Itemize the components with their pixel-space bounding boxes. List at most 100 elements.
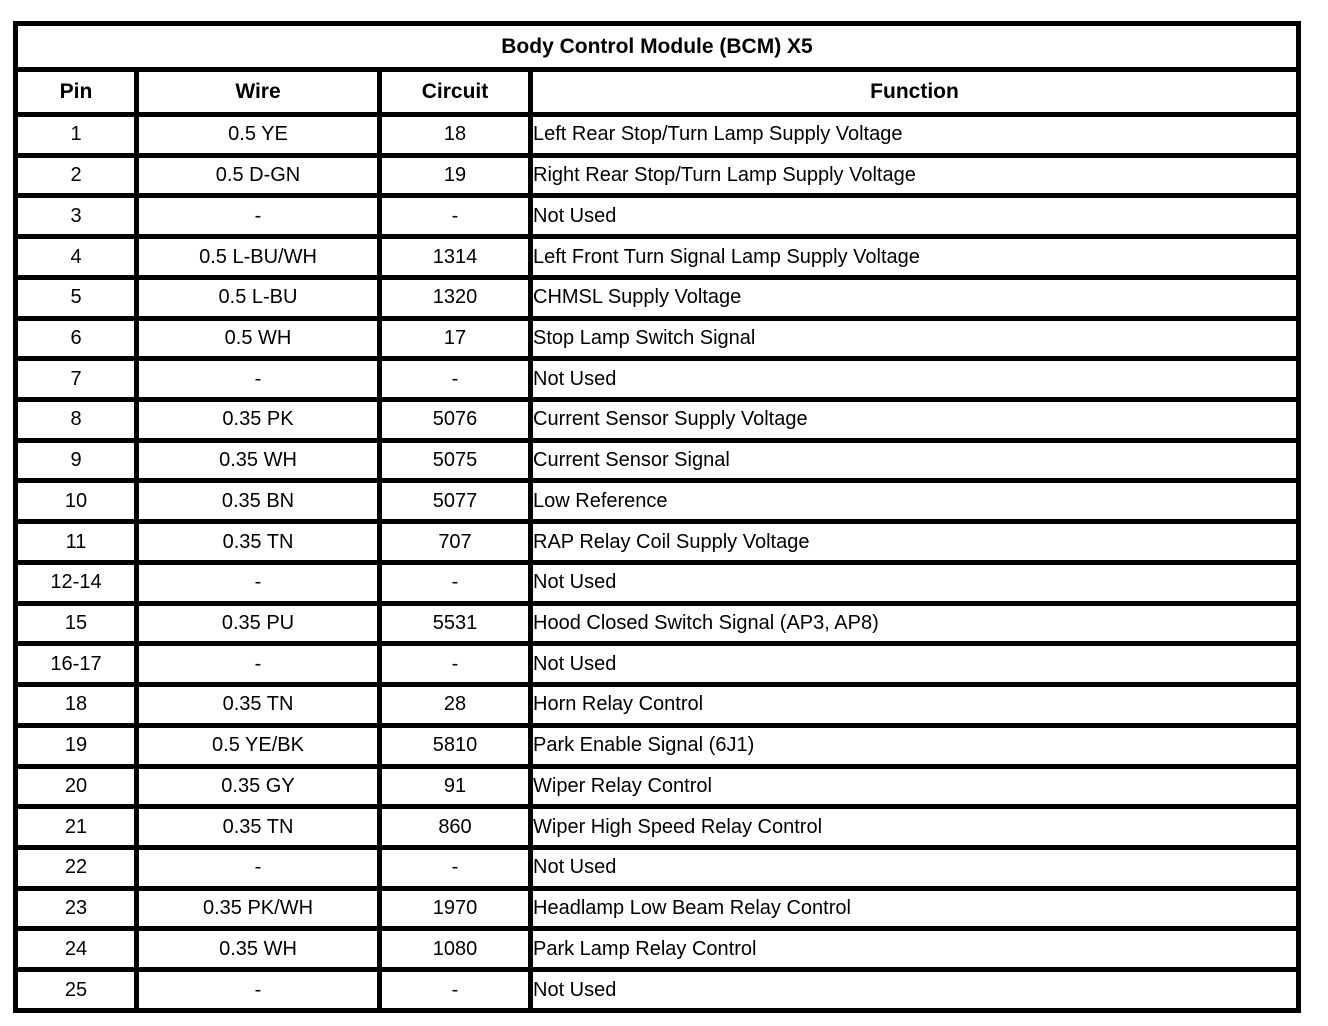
function-cell: Park Enable Signal (6J1) — [528, 722, 1301, 769]
bcm-pinout-table: Body Control Module (BCM) X5 Pin Wire Ci… — [13, 21, 1301, 1013]
circuit-cell: 707 — [377, 519, 533, 565]
table-title: Body Control Module (BCM) X5 — [13, 21, 1301, 72]
column-header-function: Function — [528, 67, 1301, 117]
circuit-cell: 1080 — [377, 926, 533, 973]
table-row: 21 0.35 TN 860 Wiper High Speed Relay Co… — [13, 804, 1301, 850]
circuit-cell: 5531 — [377, 600, 533, 647]
circuit-cell: 28 — [377, 682, 533, 728]
table-row: 10 0.35 BN 5077 Low Reference — [13, 478, 1301, 525]
circuit-cell: 1320 — [377, 274, 533, 321]
table-row: 25 - - Not Used — [13, 967, 1301, 1013]
table-row: 9 0.35 WH 5075 Current Sensor Signal — [13, 437, 1301, 484]
wire-cell: - — [134, 356, 382, 403]
wire-cell: 0.35 TN — [134, 804, 382, 850]
table-row: 8 0.35 PK 5076 Current Sensor Supply Vol… — [13, 397, 1301, 443]
function-cell: Not Used — [528, 559, 1301, 606]
table-body: 1 0.5 YE 18 Left Rear Stop/Turn Lamp Sup… — [13, 112, 1301, 1013]
table-row: 6 0.5 WH 17 Stop Lamp Switch Signal — [13, 315, 1301, 362]
function-cell: Low Reference — [528, 478, 1301, 525]
circuit-cell: - — [377, 641, 533, 688]
wire-cell: 0.5 WH — [134, 315, 382, 362]
table-row: 7 - - Not Used — [13, 356, 1301, 403]
circuit-cell: - — [377, 559, 533, 606]
table-row: 19 0.5 YE/BK 5810 Park Enable Signal (6J… — [13, 722, 1301, 769]
pin-cell: 23 — [13, 885, 139, 932]
circuit-cell: 19 — [377, 152, 533, 199]
pin-cell: 21 — [13, 804, 139, 850]
function-cell: Not Used — [528, 356, 1301, 403]
function-cell: Park Lamp Relay Control — [528, 926, 1301, 973]
table-row: 18 0.35 TN 28 Horn Relay Control — [13, 682, 1301, 728]
pin-cell: 19 — [13, 722, 139, 769]
table-row: 12-14 - - Not Used — [13, 559, 1301, 606]
circuit-cell: 5810 — [377, 722, 533, 769]
pin-cell: 22 — [13, 844, 139, 891]
circuit-cell: - — [377, 967, 533, 1013]
function-cell: Current Sensor Supply Voltage — [528, 397, 1301, 443]
column-header-pin: Pin — [13, 67, 139, 117]
pin-cell: 9 — [13, 437, 139, 484]
wire-cell: 0.35 WH — [134, 437, 382, 484]
wire-cell: 0.35 TN — [134, 682, 382, 728]
pin-cell: 10 — [13, 478, 139, 525]
circuit-cell: - — [377, 356, 533, 403]
wire-cell: - — [134, 844, 382, 891]
function-cell: RAP Relay Coil Supply Voltage — [528, 519, 1301, 565]
table-row: 2 0.5 D-GN 19 Right Rear Stop/Turn Lamp … — [13, 152, 1301, 199]
function-cell: Wiper Relay Control — [528, 763, 1301, 810]
function-cell: Headlamp Low Beam Relay Control — [528, 885, 1301, 932]
pin-cell: 20 — [13, 763, 139, 810]
function-cell: Hood Closed Switch Signal (AP3, AP8) — [528, 600, 1301, 647]
function-cell: Current Sensor Signal — [528, 437, 1301, 484]
function-cell: Left Rear Stop/Turn Lamp Supply Voltage — [528, 112, 1301, 158]
table-row: 11 0.35 TN 707 RAP Relay Coil Supply Vol… — [13, 519, 1301, 565]
function-cell: Horn Relay Control — [528, 682, 1301, 728]
pin-cell: 11 — [13, 519, 139, 565]
table-row: 4 0.5 L-BU/WH 1314 Left Front Turn Signa… — [13, 234, 1301, 280]
circuit-cell: 5077 — [377, 478, 533, 525]
table-row: 1 0.5 YE 18 Left Rear Stop/Turn Lamp Sup… — [13, 112, 1301, 158]
wire-cell: 0.35 GY — [134, 763, 382, 810]
wire-cell: 0.35 PK/WH — [134, 885, 382, 932]
pin-cell: 18 — [13, 682, 139, 728]
bcm-pinout-table-container: Body Control Module (BCM) X5 Pin Wire Ci… — [13, 21, 1301, 1013]
pin-cell: 8 — [13, 397, 139, 443]
circuit-cell: - — [377, 193, 533, 240]
pin-cell: 25 — [13, 967, 139, 1013]
circuit-cell: - — [377, 844, 533, 891]
function-cell: CHMSL Supply Voltage — [528, 274, 1301, 321]
column-header-circuit: Circuit — [377, 67, 533, 117]
pin-cell: 6 — [13, 315, 139, 362]
wire-cell: - — [134, 967, 382, 1013]
function-cell: Not Used — [528, 967, 1301, 1013]
table-row: 20 0.35 GY 91 Wiper Relay Control — [13, 763, 1301, 810]
wire-cell: 0.35 BN — [134, 478, 382, 525]
header-row: Pin Wire Circuit Function — [13, 67, 1301, 117]
pin-cell: 4 — [13, 234, 139, 280]
pin-cell: 3 — [13, 193, 139, 240]
table-row: 16-17 - - Not Used — [13, 641, 1301, 688]
pin-cell: 15 — [13, 600, 139, 647]
table-row: 22 - - Not Used — [13, 844, 1301, 891]
wire-cell: - — [134, 559, 382, 606]
title-row: Body Control Module (BCM) X5 — [13, 21, 1301, 72]
wire-cell: - — [134, 641, 382, 688]
wire-cell: 0.35 PU — [134, 600, 382, 647]
table-row: 23 0.35 PK/WH 1970 Headlamp Low Beam Rel… — [13, 885, 1301, 932]
wire-cell: 0.5 L-BU/WH — [134, 234, 382, 280]
function-cell: Left Front Turn Signal Lamp Supply Volta… — [528, 234, 1301, 280]
pin-cell: 7 — [13, 356, 139, 403]
wire-cell: - — [134, 193, 382, 240]
wire-cell: 0.5 YE — [134, 112, 382, 158]
circuit-cell: 860 — [377, 804, 533, 850]
pin-cell: 24 — [13, 926, 139, 973]
table-row: 24 0.35 WH 1080 Park Lamp Relay Control — [13, 926, 1301, 973]
function-cell: Wiper High Speed Relay Control — [528, 804, 1301, 850]
pin-cell: 12-14 — [13, 559, 139, 606]
wire-cell: 0.5 D-GN — [134, 152, 382, 199]
wire-cell: 0.35 TN — [134, 519, 382, 565]
circuit-cell: 5075 — [377, 437, 533, 484]
function-cell: Not Used — [528, 641, 1301, 688]
circuit-cell: 91 — [377, 763, 533, 810]
pin-cell: 5 — [13, 274, 139, 321]
